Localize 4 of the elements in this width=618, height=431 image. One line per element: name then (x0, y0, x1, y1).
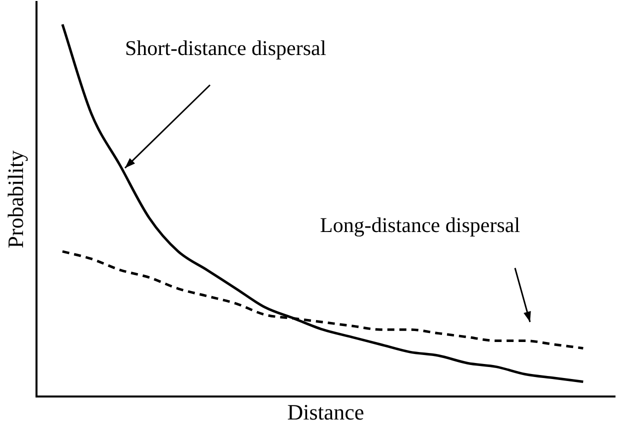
annotation: Short-distance dispersal (125, 36, 326, 61)
x-axis-title: Distance (287, 400, 364, 425)
annotation: Long-distance dispersal (320, 213, 520, 238)
y-axis-title: Probability (2, 150, 28, 248)
